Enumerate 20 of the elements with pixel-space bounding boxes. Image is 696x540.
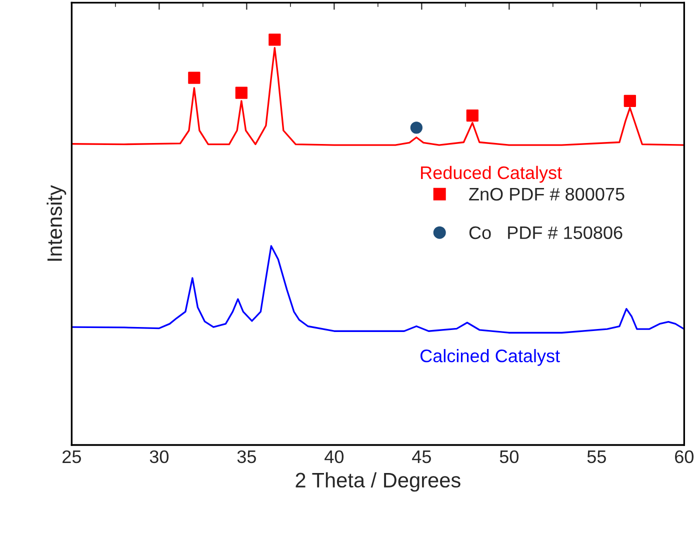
annotation: Calcined Catalyst bbox=[420, 349, 560, 366]
point bbox=[268, 34, 281, 46]
legend-label: ZnO PDF # 800075 bbox=[469, 188, 624, 201]
x-tick-label: 40 bbox=[324, 450, 344, 464]
point bbox=[624, 94, 636, 107]
x-tick-label: 35 bbox=[237, 450, 256, 464]
point bbox=[466, 109, 478, 122]
x-tick-label: 25 bbox=[62, 450, 81, 464]
legend-label: Co PDF # 150806 bbox=[469, 226, 622, 240]
x-tick-label: 45 bbox=[412, 450, 431, 464]
x-tick-label: 60 bbox=[675, 450, 694, 464]
y-axis-title: Intensity bbox=[46, 185, 66, 261]
annotation: Reduced Catalyst bbox=[421, 166, 562, 183]
point bbox=[410, 122, 422, 134]
x-tick-label: 55 bbox=[587, 450, 606, 464]
x-tick-label: 30 bbox=[150, 450, 169, 464]
point bbox=[235, 86, 248, 99]
point bbox=[188, 72, 200, 84]
x-tick-label: 50 bbox=[500, 450, 519, 464]
x-axis-title: 2 Theta / Degrees bbox=[296, 472, 460, 492]
